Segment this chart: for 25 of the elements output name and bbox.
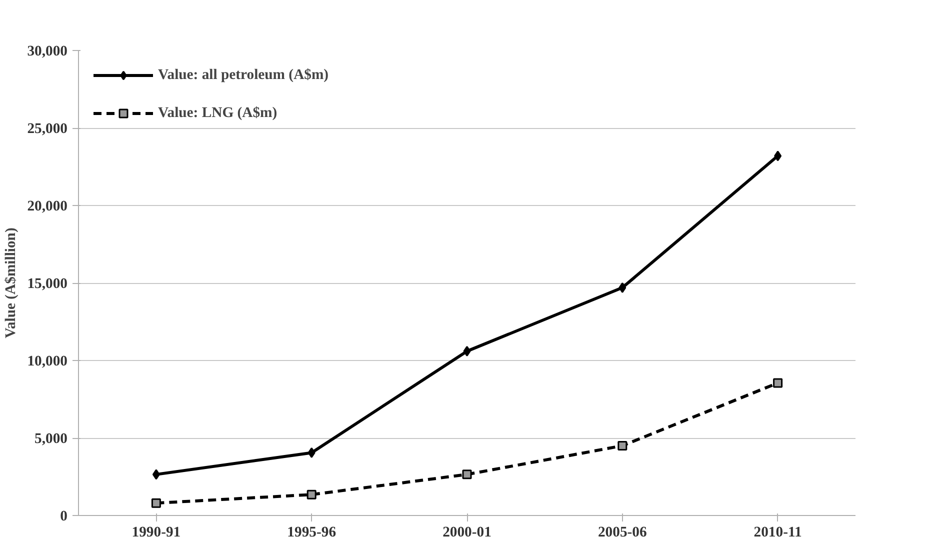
legend-label: Value: LNG (A$m)	[158, 104, 278, 122]
point	[151, 498, 161, 508]
point	[152, 469, 160, 480]
x-tick-label: 2005-06	[598, 524, 647, 540]
point	[618, 282, 626, 293]
point	[774, 150, 782, 162]
point	[306, 490, 316, 500]
point	[308, 447, 316, 458]
y-tick-label: 15,000	[27, 276, 68, 292]
x-tick-label: 1995-96	[287, 524, 336, 540]
point	[462, 470, 472, 480]
point	[463, 346, 471, 356]
y-tick-label: 0	[60, 508, 68, 524]
y-tick-label: 20,000	[27, 198, 68, 214]
x-tick-label: 2000-01	[442, 524, 492, 540]
y-tick-label: 10,000	[27, 354, 68, 370]
point	[773, 378, 783, 388]
y-axis-title: Value (A$million)	[3, 228, 20, 338]
y-tick-label: 30,000	[27, 44, 68, 60]
x-tick-label: 2010-11	[754, 524, 802, 540]
y-tick-label: 25,000	[27, 121, 68, 137]
point	[618, 441, 628, 450]
legend-label: Value: all petroleum (A$m)	[158, 66, 329, 84]
y-tick-label: 5,000	[34, 431, 68, 447]
x-tick-label: 1990-91	[132, 524, 181, 540]
